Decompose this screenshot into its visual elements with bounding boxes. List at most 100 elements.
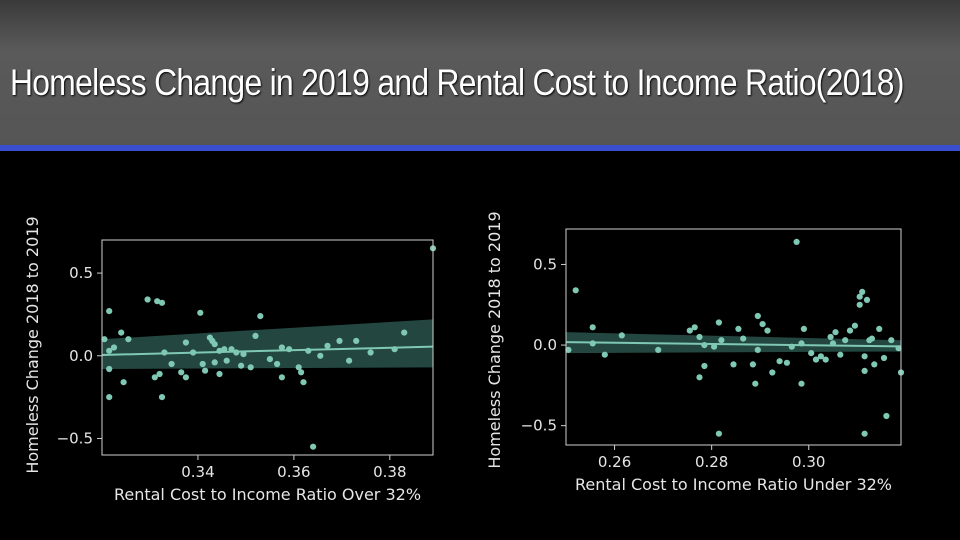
- data-point: [754, 346, 761, 353]
- data-point: [868, 335, 875, 342]
- data-point: [655, 346, 662, 353]
- data-point: [110, 344, 118, 351]
- x-tick-label: 0.26: [598, 453, 631, 471]
- data-point: [158, 299, 166, 306]
- data-point: [266, 356, 273, 363]
- data-point: [764, 327, 771, 334]
- data-point: [808, 350, 815, 357]
- data-point: [278, 374, 285, 381]
- data-point: [223, 357, 230, 364]
- data-point: [101, 336, 108, 343]
- y-axis-label: Homeless Change 2018 to 2019: [23, 216, 42, 473]
- data-point: [863, 296, 871, 303]
- data-point: [752, 380, 759, 387]
- data-point: [827, 333, 834, 341]
- data-point: [759, 321, 766, 328]
- data-point: [295, 364, 302, 371]
- data-point: [286, 346, 293, 353]
- data-point: [247, 364, 254, 371]
- data-point: [861, 367, 868, 374]
- data-point: [565, 346, 572, 353]
- data-point: [701, 362, 708, 370]
- data-point: [817, 353, 824, 360]
- data-point: [274, 360, 281, 368]
- data-point: [238, 362, 245, 369]
- y-tick-label: 0.5: [69, 264, 93, 282]
- data-point: [197, 309, 204, 316]
- data-point: [182, 339, 189, 346]
- data-point: [120, 379, 127, 386]
- data-point: [211, 359, 218, 366]
- data-point: [601, 351, 608, 358]
- data-point: [178, 369, 185, 376]
- regression-line: [565, 341, 902, 348]
- x-tick-label: 0.28: [695, 453, 728, 471]
- data-point: [106, 308, 113, 315]
- x-tick-label: 0.34: [181, 463, 214, 481]
- data-point: [572, 287, 579, 294]
- data-point: [336, 337, 343, 344]
- data-point: [106, 394, 113, 401]
- data-point: [257, 313, 264, 320]
- data-point: [589, 324, 596, 331]
- data-point: [711, 343, 718, 350]
- data-point: [883, 412, 890, 420]
- x-tick-label: 0.36: [277, 463, 310, 481]
- data-point: [310, 443, 317, 450]
- data-point: [861, 430, 868, 437]
- data-point: [856, 301, 863, 308]
- data-point: [154, 298, 161, 305]
- x-tick-label: 0.30: [792, 453, 825, 471]
- data-point: [846, 327, 854, 334]
- y-tick-label: −0.5: [521, 417, 557, 435]
- data-point: [199, 360, 206, 368]
- data-point: [812, 356, 820, 363]
- data-point: [211, 341, 218, 348]
- data-point: [776, 358, 783, 365]
- data-point: [715, 430, 722, 437]
- data-point: [859, 288, 866, 295]
- x-axis-label: Rental Cost to Income Ratio Over 32%: [114, 485, 421, 504]
- data-point: [686, 327, 693, 334]
- data-point: [240, 351, 247, 358]
- y-tick-label: 0.0: [533, 336, 557, 354]
- data-point: [735, 325, 742, 332]
- data-point: [800, 325, 807, 332]
- data-point: [783, 359, 790, 366]
- scatter-chart-over-32: 0.34 0.36 0.38 0.5 0.0 −0.5 Rental Cost to Inc…: [23, 216, 437, 504]
- data-point: [798, 380, 805, 387]
- data-point: [202, 367, 209, 374]
- data-point: [832, 329, 839, 336]
- data-point: [106, 365, 113, 373]
- title-banner: [0, 0, 960, 145]
- data-point: [856, 293, 863, 300]
- data-point: [168, 360, 175, 368]
- data-point: [691, 324, 698, 331]
- data-point: [221, 346, 228, 353]
- plot-frame: [565, 228, 902, 446]
- data-point: [749, 361, 756, 368]
- data-point: [696, 374, 703, 381]
- data-point: [346, 357, 353, 364]
- accent-bar: [0, 145, 960, 151]
- data-point: [158, 394, 166, 401]
- y-axis-label: Homeless Change 2018 to 2019: [485, 211, 504, 468]
- data-point: [851, 322, 858, 329]
- data-point: [715, 319, 722, 326]
- regression-line: [101, 345, 434, 356]
- data-point: [182, 374, 189, 381]
- data-point: [740, 335, 747, 342]
- data-point: [106, 347, 113, 354]
- y-tick-label: 0.5: [533, 255, 557, 273]
- data-point: [696, 333, 703, 341]
- confidence-band: [102, 319, 433, 369]
- data-point: [156, 370, 163, 378]
- data-point: [880, 354, 888, 362]
- data-point: [118, 329, 125, 336]
- y-tick-label: −0.5: [57, 429, 93, 447]
- data-point: [718, 337, 725, 344]
- data-point: [822, 356, 829, 363]
- data-point: [861, 353, 868, 360]
- data-point: [144, 296, 151, 303]
- data-point: [151, 374, 158, 381]
